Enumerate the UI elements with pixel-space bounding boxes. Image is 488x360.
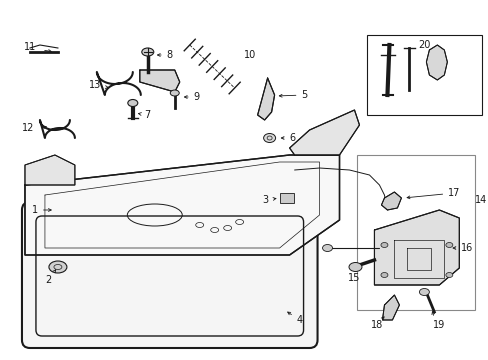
Polygon shape xyxy=(426,45,447,80)
Text: 11: 11 xyxy=(24,42,36,52)
Text: 2: 2 xyxy=(45,270,56,285)
Ellipse shape xyxy=(419,288,428,296)
Text: 15: 15 xyxy=(347,273,360,283)
Text: 17: 17 xyxy=(407,188,460,199)
Text: 10: 10 xyxy=(243,50,255,60)
Text: 6: 6 xyxy=(281,133,295,143)
Polygon shape xyxy=(25,155,75,185)
Text: 14: 14 xyxy=(474,195,487,205)
Polygon shape xyxy=(25,155,339,255)
Polygon shape xyxy=(374,210,458,285)
Ellipse shape xyxy=(322,244,332,252)
Bar xyxy=(279,193,293,203)
Polygon shape xyxy=(381,192,401,210)
Ellipse shape xyxy=(263,134,275,143)
Text: 1: 1 xyxy=(32,205,51,215)
Ellipse shape xyxy=(348,262,361,271)
Text: 5: 5 xyxy=(279,90,307,100)
Text: 4: 4 xyxy=(287,312,302,325)
Text: 8: 8 xyxy=(157,50,172,60)
Text: 18: 18 xyxy=(370,320,383,330)
Polygon shape xyxy=(382,295,399,320)
Polygon shape xyxy=(289,110,359,155)
Bar xyxy=(357,155,474,310)
Text: 7: 7 xyxy=(138,110,151,120)
Text: 13: 13 xyxy=(88,80,101,90)
Text: 12: 12 xyxy=(22,123,34,133)
Ellipse shape xyxy=(49,261,67,273)
Ellipse shape xyxy=(127,99,138,107)
Text: 19: 19 xyxy=(432,320,445,330)
Text: 16: 16 xyxy=(452,243,472,253)
Ellipse shape xyxy=(445,243,452,248)
Text: 3: 3 xyxy=(262,195,275,205)
Text: 20: 20 xyxy=(417,40,430,50)
Ellipse shape xyxy=(445,273,452,278)
Ellipse shape xyxy=(170,90,179,96)
Ellipse shape xyxy=(142,48,153,56)
Bar xyxy=(366,35,481,115)
Polygon shape xyxy=(257,78,274,120)
Ellipse shape xyxy=(380,273,387,278)
Polygon shape xyxy=(140,70,180,92)
FancyBboxPatch shape xyxy=(22,202,317,348)
Text: 9: 9 xyxy=(184,92,200,102)
Ellipse shape xyxy=(380,243,387,248)
